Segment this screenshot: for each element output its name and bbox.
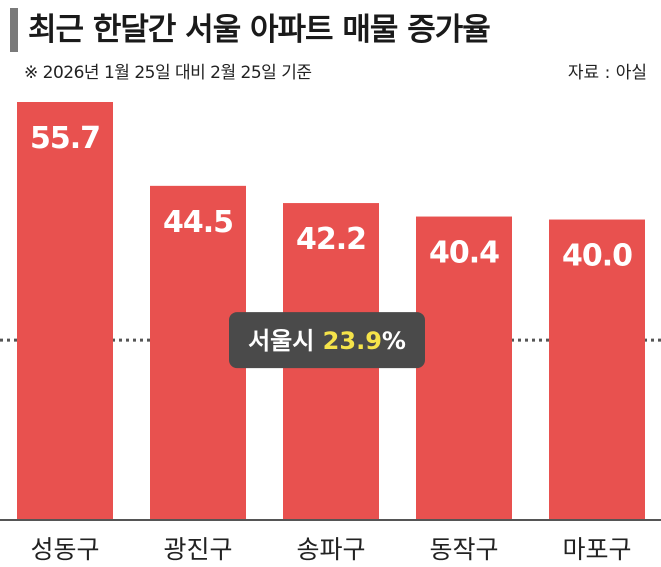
category-label: 마포구 xyxy=(562,535,631,564)
category-label: 송파구 xyxy=(296,535,365,564)
bar-1 xyxy=(17,102,113,519)
category-label: 성동구 xyxy=(30,535,99,564)
source-note: 자료 : 아실 xyxy=(567,63,647,83)
chart-title: 최근 한달간 서울 아파트 매물 증가율 xyxy=(28,12,491,48)
bar-value-label: 40.0 xyxy=(562,239,632,274)
reference-unit: % xyxy=(382,327,406,355)
bar-value-label: 42.2 xyxy=(296,222,366,257)
reference-value: 23.9 xyxy=(323,327,382,355)
bar-4 xyxy=(416,216,512,519)
reference-label: 서울시 xyxy=(248,327,323,355)
category-label: 동작구 xyxy=(429,535,498,564)
reference-badge xyxy=(229,312,425,369)
bar-value-label: 44.5 xyxy=(163,205,233,240)
chart-subtitle: ※ 2026년 1월 25일 대비 2월 25일 기준 xyxy=(24,63,312,83)
bar-value-label: 40.4 xyxy=(429,236,499,271)
bar-5 xyxy=(549,219,645,519)
category-label: 광진구 xyxy=(163,535,232,564)
bar-value-label: 55.7 xyxy=(30,121,100,156)
reference-badge-text: 서울시 23.9% xyxy=(248,327,406,355)
title-accent-bar xyxy=(10,8,18,52)
